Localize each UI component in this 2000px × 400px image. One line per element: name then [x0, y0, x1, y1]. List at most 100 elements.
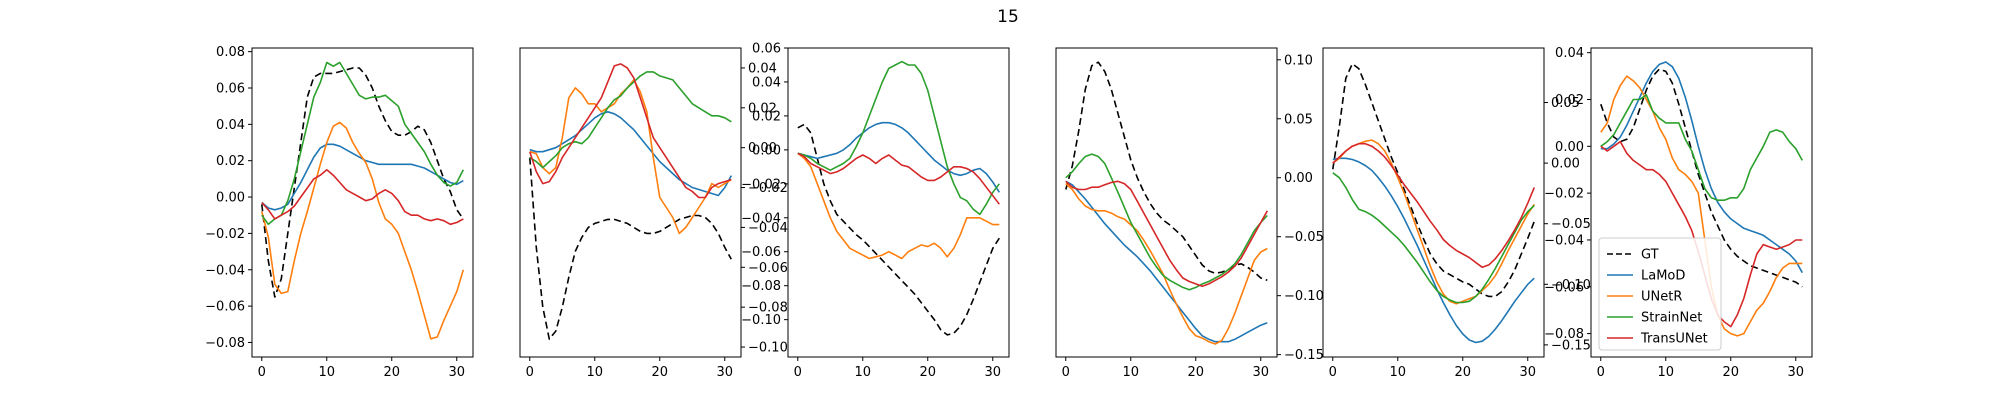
y-tick-label: −0.05 — [1551, 217, 1591, 232]
x-tick-label: 10 — [318, 365, 335, 380]
y-tick-label: 0.02 — [752, 109, 781, 124]
y-tick-label: 0.05 — [1284, 112, 1313, 127]
x-tick-label: 30 — [448, 365, 465, 380]
y-tick-label: 0.05 — [1551, 96, 1580, 111]
series-line-unetr — [1065, 183, 1268, 345]
y-tick-label: 0.02 — [1555, 93, 1584, 108]
x-tick-label: 0 — [1597, 365, 1605, 380]
y-tick-label: −0.08 — [1544, 327, 1584, 342]
series-line-strainnet — [1065, 153, 1268, 291]
x-tick-label: 10 — [586, 365, 603, 380]
y-tick-label: −0.06 — [741, 245, 781, 260]
series-line-gt — [797, 123, 1000, 336]
series-line-unetr — [261, 121, 465, 340]
series-line-transunet — [261, 169, 464, 226]
figure-suptitle: 15 — [997, 7, 1019, 27]
y-tick-label: 0.00 — [752, 143, 781, 158]
series-line-gt — [1332, 63, 1536, 298]
series-line-transunet — [1332, 142, 1536, 269]
legend-box — [1598, 237, 1722, 351]
x-tick-label: 0 — [526, 365, 534, 380]
y-tick-label: 0.00 — [1551, 157, 1580, 172]
y-tick-label: 0.02 — [216, 154, 245, 169]
legend-label-unetr: UNetR — [1641, 290, 1682, 305]
x-tick-label: 0 — [1329, 365, 1337, 380]
x-tick-label: 30 — [1252, 365, 1269, 380]
y-tick-label: −0.10 — [741, 313, 781, 328]
legend-label-transunet: TransUNet — [1640, 332, 1708, 347]
y-tick-label: 0.00 — [748, 141, 777, 156]
chart-panels: 0 10 20 30−0.08−0.06−0.04−0.020.000.020.040… — [205, 42, 1813, 380]
y-tick-label: −0.04 — [748, 221, 788, 236]
y-tick-label: 0.04 — [748, 61, 777, 76]
x-tick-label: 0 — [1062, 365, 1070, 380]
x-tick-label: 20 — [383, 365, 400, 380]
y-tick-label: −0.10 — [1551, 278, 1591, 293]
series-line-lamod — [529, 111, 733, 197]
axes-frame — [519, 47, 742, 358]
series-line-gt — [261, 67, 464, 298]
series-line-lamod — [1332, 157, 1535, 344]
y-tick-label: −0.10 — [748, 341, 788, 356]
axes-frame — [787, 47, 1010, 358]
series-line-strainnet — [261, 61, 465, 226]
y-tick-label: −0.02 — [1544, 187, 1584, 202]
y-tick-label: 0.02 — [748, 101, 777, 116]
y-tick-label: 0.06 — [752, 42, 781, 57]
series-line-strainnet — [529, 71, 732, 169]
x-tick-label: 20 — [919, 365, 936, 380]
series-line-gt — [1600, 68, 1803, 288]
legend-label-gt: GT — [1641, 248, 1659, 263]
series-line-strainnet — [797, 60, 1000, 216]
y-tick-label: −0.15 — [1551, 338, 1591, 353]
legend: GT LaMoD UNetR StrainNet TransUNet — [1598, 237, 1722, 351]
series-line-gt — [529, 157, 733, 340]
y-tick-label: 0.04 — [216, 118, 245, 133]
y-tick-label: 0.00 — [1555, 140, 1584, 155]
y-tick-label: −0.04 — [1544, 233, 1584, 248]
y-tick-label: 0.04 — [1555, 46, 1584, 61]
y-tick-label: −0.08 — [741, 279, 781, 294]
axes-frame — [1322, 47, 1545, 358]
chart-panel-5: 0 10 20 30 −0.15 −0.10 −0.05 0.00 0.05 — [1322, 47, 1591, 380]
y-tick-label: 0.08 — [216, 45, 245, 60]
y-tick-label: −0.08 — [748, 301, 788, 316]
y-tick-label: −0.10 — [1284, 289, 1324, 304]
x-tick-label: 30 — [1519, 365, 1536, 380]
x-tick-label: 0 — [794, 365, 802, 380]
y-tick-label: −0.05 — [1284, 230, 1324, 245]
y-tick-label: 0.10 — [1284, 53, 1313, 68]
y-tick-label: −0.02 — [205, 227, 245, 242]
chart-panel-3: 0 10 20 30−0.10−0.08−0.06−0.04−0.020.000.02… — [741, 42, 1010, 380]
x-tick-label: 30 — [716, 365, 733, 380]
series-line-lamod — [797, 121, 1000, 193]
y-tick-label: 0.06 — [216, 81, 245, 96]
chart-panel-6: 0 10 20 30 −0.08 −0.06 −0.04 −0.02 0.00 0.02 0.04 — [1544, 46, 1813, 380]
series-line-transunet — [529, 63, 732, 199]
series-line-transunet — [797, 152, 1000, 205]
x-tick-label: 10 — [1657, 365, 1674, 380]
x-tick-label: 10 — [1122, 365, 1139, 380]
series-line-strainnet — [1600, 94, 1803, 201]
chart-panel-4: 0 10 20 30 −0.15 −0.10 −0.05 0.00 0.05 0.10 — [1055, 47, 1324, 380]
y-tick-label: −0.02 — [741, 177, 781, 192]
axes-frame — [1590, 47, 1813, 358]
x-tick-label: 10 — [1389, 365, 1406, 380]
y-tick-label: −0.04 — [741, 211, 781, 226]
axes-frame — [251, 47, 474, 358]
series-line-strainnet — [1332, 172, 1535, 304]
series-line-unetr — [1332, 139, 1535, 305]
series-line-unetr — [529, 79, 732, 235]
legend-label-lamod: LaMoD — [1641, 269, 1685, 284]
chart-panel-2: 0 10 20 30−0.10−0.08−0.06−0.04−0.020.000.02… — [519, 47, 788, 380]
x-tick-label: 30 — [984, 365, 1001, 380]
y-tick-label: 0.00 — [216, 191, 245, 206]
y-tick-label: 0.04 — [752, 75, 781, 90]
y-tick-label: −0.06 — [1544, 280, 1584, 295]
x-tick-label: 0 — [258, 365, 266, 380]
y-tick-label: −0.06 — [205, 300, 245, 315]
y-tick-label: −0.02 — [748, 181, 788, 196]
x-tick-label: 30 — [1787, 365, 1804, 380]
series-line-lamod — [1065, 180, 1268, 343]
